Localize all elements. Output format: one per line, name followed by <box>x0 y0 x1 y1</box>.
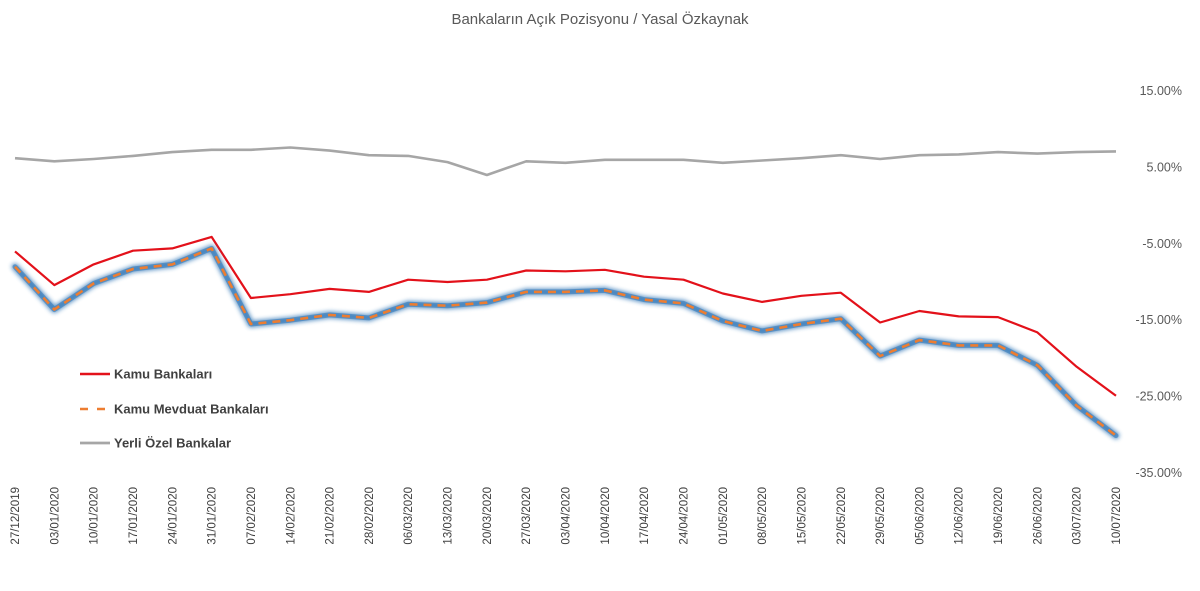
y-tick-label: 5.00% <box>1147 160 1182 174</box>
x-tick-label: 01/05/2020 <box>718 487 730 545</box>
plot-area <box>11 146 1120 440</box>
x-tick-label: 29/05/2020 <box>875 487 887 545</box>
x-tick-label: 03/07/2020 <box>1072 487 1084 545</box>
x-tick-label: 10/01/2020 <box>89 487 101 545</box>
x-tick-label: 22/05/2020 <box>836 487 848 545</box>
series-line-yerli-ozel-bankalar <box>14 146 1117 177</box>
x-tick-label: 31/01/2020 <box>207 487 219 545</box>
y-tick-label: -5.00% <box>1142 237 1182 251</box>
x-tick-label: 17/04/2020 <box>639 487 651 545</box>
x-tick-label: 24/01/2020 <box>167 487 179 545</box>
x-tick-label: 19/06/2020 <box>993 487 1005 545</box>
x-tick-label: 21/02/2020 <box>325 487 337 545</box>
series-line-kamu-bankalari <box>14 235 1117 397</box>
legend: Kamu Bankaları Kamu Mevduat Bankaları Yerl… <box>80 367 269 451</box>
legend-item: Kamu Bankaları <box>80 367 212 382</box>
y-axis: 15.00% 5.00% -5.00% -15.00% -25.00% -35.00% <box>1135 84 1182 480</box>
x-tick-label: 24/04/2020 <box>678 487 690 545</box>
x-tick-label: 05/06/2020 <box>914 487 926 545</box>
legend-label: Kamu Mevduat Bankaları <box>114 402 269 417</box>
x-tick-label: 27/12/2019 <box>10 487 22 545</box>
y-tick-label: -35.00% <box>1135 466 1182 480</box>
y-tick-label: -15.00% <box>1135 313 1182 327</box>
x-tick-label: 07/02/2020 <box>246 487 258 545</box>
chart-title: Bankaların Açık Pozisyonu / Yasal Özkayn… <box>451 10 749 28</box>
x-tick-label: 17/01/2020 <box>128 487 140 545</box>
x-tick-label: 27/03/2020 <box>521 487 533 545</box>
y-tick-label: -25.00% <box>1135 390 1182 404</box>
y-tick-label: 15.00% <box>1140 84 1182 98</box>
legend-item: Kamu Mevduat Bankaları <box>80 402 269 417</box>
legend-item: Yerli Özel Bankalar <box>80 436 231 451</box>
x-tick-label: 28/02/2020 <box>364 487 376 545</box>
series-line-kamu-mevduat-bankalari <box>14 247 1117 437</box>
x-tick-label: 03/01/2020 <box>49 487 61 545</box>
x-tick-label: 03/04/2020 <box>561 487 573 545</box>
legend-label: Yerli Özel Bankalar <box>114 436 231 451</box>
x-tick-label: 12/06/2020 <box>954 487 966 545</box>
x-tick-label: 06/03/2020 <box>403 487 415 545</box>
x-tick-label: 15/05/2020 <box>796 487 808 545</box>
x-tick-label: 26/06/2020 <box>1032 487 1044 545</box>
x-tick-label: 10/07/2020 <box>1111 487 1123 545</box>
x-tick-label: 08/05/2020 <box>757 487 769 545</box>
x-tick-label: 20/03/2020 <box>482 487 494 545</box>
x-tick-label: 13/03/2020 <box>443 487 455 545</box>
legend-label: Kamu Bankaları <box>114 367 212 382</box>
x-tick-label: 14/02/2020 <box>285 487 297 545</box>
x-axis: 27/12/2019 03/01/2020 10/01/2020 17/01/2020… <box>10 487 1123 545</box>
x-tick-label: 10/04/2020 <box>600 487 612 545</box>
